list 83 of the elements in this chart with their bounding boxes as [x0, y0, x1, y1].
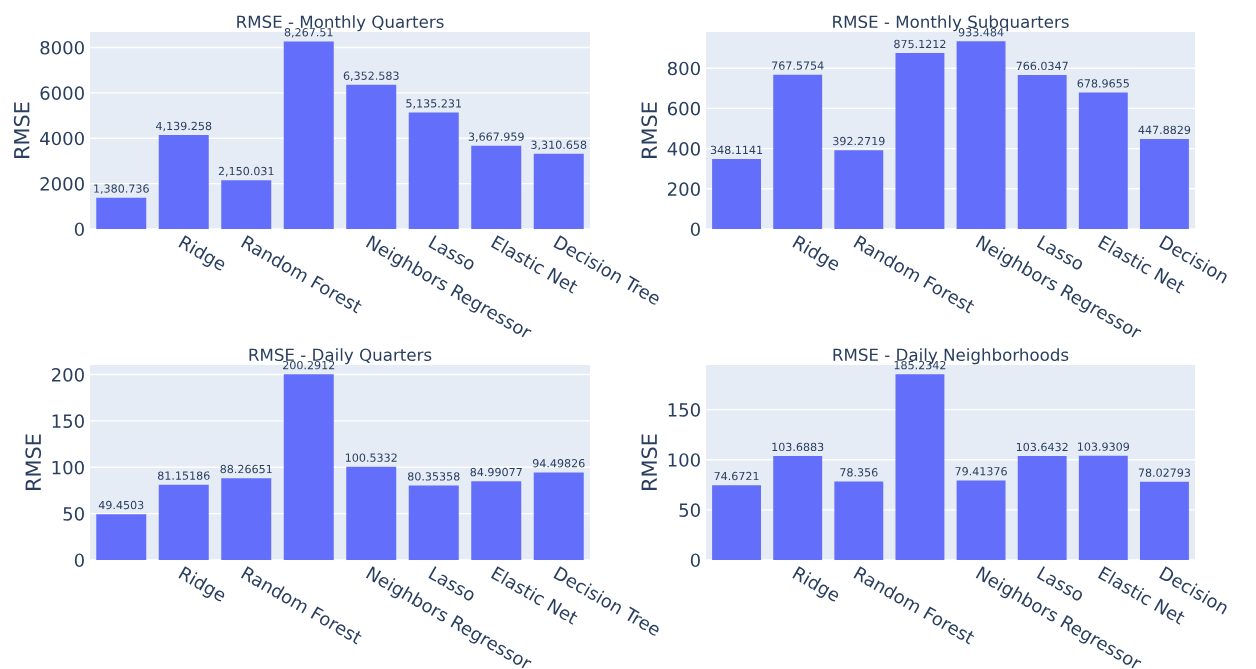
data-label: 6,352.583	[343, 71, 399, 82]
y-tick-label: 100	[668, 453, 700, 467]
data-label: 79.41376	[955, 467, 1007, 476]
data-label: 88.26651	[220, 464, 272, 474]
y-tick-label: 0	[74, 553, 84, 568]
bar	[895, 374, 945, 560]
bar	[1078, 455, 1128, 560]
bar	[895, 53, 945, 229]
y-tick-label: 200	[668, 182, 700, 196]
data-label: 78.356	[840, 468, 878, 477]
data-label: 3,310.658	[531, 140, 587, 151]
bar	[834, 150, 884, 229]
data-label: 81.15186	[157, 471, 210, 480]
data-label: 392.2719	[833, 136, 885, 146]
bar	[346, 466, 397, 560]
bar	[1139, 138, 1189, 229]
bar	[956, 480, 1006, 560]
bar	[712, 485, 762, 560]
y-tick-label: 200	[52, 368, 84, 382]
y-axis-title: RMSE	[641, 102, 658, 158]
bar	[221, 478, 272, 560]
y-axis-title: RMSE	[25, 434, 42, 490]
bar	[221, 180, 272, 229]
y-tick-label: 0	[74, 222, 84, 237]
data-label: 2,150.031	[218, 166, 274, 177]
y-tick-label: 400	[667, 142, 700, 156]
data-label: 49.4503	[98, 500, 144, 510]
bar	[1139, 481, 1189, 560]
data-label: 447.8829	[1138, 125, 1191, 135]
data-label: 1,380.736	[94, 184, 149, 194]
y-tick-label: 6000	[40, 86, 84, 100]
bar	[283, 374, 334, 560]
bar	[471, 145, 522, 229]
data-label: 103.9309	[1078, 442, 1130, 451]
y-tick-label: 100	[52, 460, 84, 475]
bar	[283, 41, 334, 229]
bar	[834, 481, 884, 560]
data-label: 74.6721	[714, 471, 759, 481]
bar	[96, 514, 147, 560]
bar	[408, 112, 459, 229]
data-label: 100.5332	[345, 453, 397, 462]
bar	[158, 135, 209, 229]
bar	[773, 74, 823, 229]
y-tick-label: 8000	[40, 40, 84, 55]
bar	[346, 84, 397, 229]
data-label: 348.1141	[710, 145, 763, 155]
y-tick-label: 4000	[40, 131, 84, 146]
y-tick-label: 50	[679, 503, 700, 517]
bar	[408, 485, 459, 560]
bar	[96, 197, 147, 229]
y-axis-title: RMSE	[13, 102, 30, 158]
bar	[1017, 456, 1067, 560]
bar	[1078, 92, 1128, 229]
data-label: 94.49826	[532, 459, 585, 468]
y-tick-label: 150	[52, 414, 84, 429]
y-tick-label: 0	[690, 553, 700, 568]
data-label: 875.1212	[894, 39, 946, 49]
data-label: 80.35358	[407, 472, 460, 481]
data-label: 3,667.959	[468, 132, 524, 142]
data-label: 766.0347	[1016, 61, 1068, 71]
data-label: 103.6883	[772, 442, 824, 452]
bar	[471, 481, 522, 560]
y-tick-label: 2000	[40, 177, 84, 191]
bar	[158, 484, 209, 560]
bar	[773, 456, 823, 560]
data-label: 767.5754	[772, 61, 824, 70]
bar	[712, 159, 762, 229]
data-label: 103.6432	[1016, 442, 1068, 452]
y-axis-title: RMSE	[641, 434, 658, 490]
y-tick-label: 50	[63, 507, 84, 521]
bar	[533, 472, 584, 560]
data-label: 678.9655	[1077, 79, 1129, 88]
data-label: 84.99077	[470, 467, 522, 477]
y-tick-label: 0	[690, 222, 700, 237]
y-tick-label: 600	[667, 101, 700, 116]
data-label: 5,135.231	[406, 99, 461, 109]
y-tick-label: 150	[668, 403, 700, 417]
bar	[1017, 75, 1067, 229]
y-tick-label: 800	[667, 61, 700, 76]
data-label: 78.02793	[1138, 468, 1191, 477]
bar	[956, 41, 1006, 229]
bar	[533, 153, 584, 229]
data-label: 4,139.258	[156, 121, 212, 132]
